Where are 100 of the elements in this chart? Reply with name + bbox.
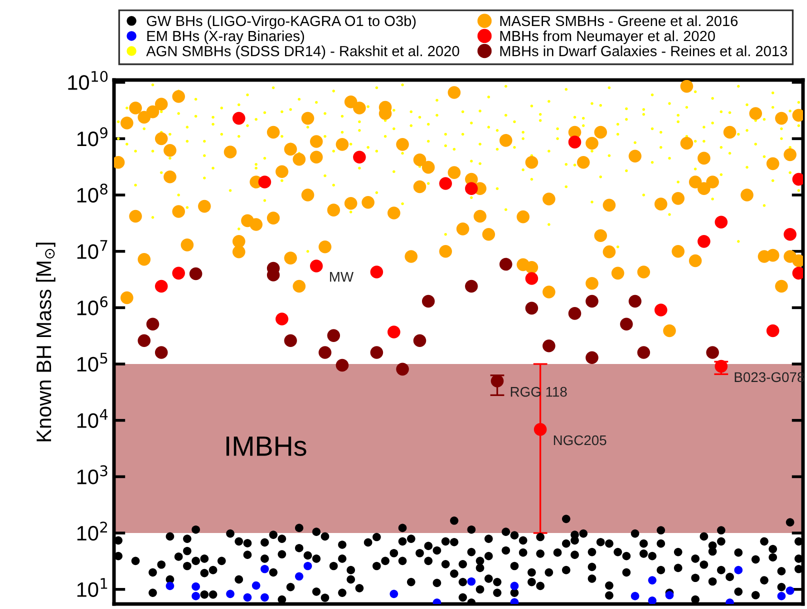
point xyxy=(450,570,458,578)
point xyxy=(258,176,272,188)
point xyxy=(320,594,330,602)
point xyxy=(784,228,796,241)
y-axis-title: Known BH Mass [M$_{⊙}$] xyxy=(36,242,56,442)
point xyxy=(630,592,640,600)
point xyxy=(338,588,346,597)
point xyxy=(426,182,430,185)
point xyxy=(562,566,570,574)
point xyxy=(708,577,717,586)
point xyxy=(450,538,458,546)
point xyxy=(338,554,346,563)
point xyxy=(525,302,538,315)
point xyxy=(266,126,280,139)
point xyxy=(406,578,416,586)
point xyxy=(534,423,547,436)
point xyxy=(465,280,478,293)
point xyxy=(278,550,286,558)
point xyxy=(797,189,800,192)
point xyxy=(777,592,786,600)
point xyxy=(746,166,748,169)
point xyxy=(775,280,788,293)
point xyxy=(398,537,407,546)
point xyxy=(465,182,478,195)
point xyxy=(444,232,447,236)
point xyxy=(458,593,467,602)
point xyxy=(720,173,723,176)
point xyxy=(172,205,185,218)
point xyxy=(310,260,323,272)
point xyxy=(254,162,258,166)
point xyxy=(518,548,528,557)
point xyxy=(192,525,200,534)
point xyxy=(680,136,694,150)
point xyxy=(154,346,168,359)
point xyxy=(424,556,433,566)
point xyxy=(771,179,774,182)
point xyxy=(396,362,409,376)
point xyxy=(208,590,218,599)
point xyxy=(691,574,700,582)
y-tick-label: 10$^{8}$ xyxy=(77,184,108,203)
point xyxy=(484,552,493,560)
point xyxy=(200,568,209,578)
point xyxy=(177,194,180,196)
point xyxy=(324,174,326,178)
point xyxy=(528,578,536,586)
point xyxy=(568,307,582,320)
point xyxy=(304,562,312,570)
point xyxy=(672,244,685,258)
point xyxy=(129,210,142,223)
point xyxy=(401,202,404,206)
point xyxy=(570,550,579,560)
point xyxy=(530,178,534,181)
point xyxy=(602,198,616,212)
point xyxy=(490,374,504,388)
point xyxy=(189,267,202,280)
point xyxy=(522,168,524,172)
point xyxy=(766,324,780,338)
point xyxy=(668,213,671,216)
y-tick-label: 10$^{6}$ xyxy=(77,296,108,316)
point xyxy=(640,550,648,558)
point xyxy=(375,191,378,194)
point xyxy=(650,160,654,164)
point xyxy=(295,544,304,552)
point xyxy=(284,252,297,264)
point xyxy=(312,554,321,563)
point xyxy=(510,588,519,597)
point xyxy=(295,572,304,581)
point xyxy=(312,588,321,596)
point xyxy=(269,568,278,577)
point xyxy=(301,188,314,202)
point xyxy=(448,86,461,99)
point xyxy=(496,187,499,190)
point xyxy=(628,294,642,308)
point xyxy=(786,586,794,595)
point xyxy=(398,556,407,566)
point xyxy=(243,550,252,560)
point xyxy=(306,250,310,253)
point xyxy=(536,582,544,590)
point xyxy=(586,294,598,308)
point xyxy=(276,312,288,326)
point xyxy=(413,180,426,194)
point xyxy=(768,553,778,562)
point xyxy=(674,564,682,572)
point xyxy=(134,184,137,186)
point xyxy=(203,176,206,180)
point xyxy=(353,150,366,164)
point xyxy=(573,164,576,166)
point xyxy=(250,218,263,231)
point xyxy=(599,175,602,178)
point xyxy=(212,166,214,170)
point xyxy=(788,171,792,174)
point xyxy=(642,194,646,196)
point xyxy=(284,334,297,348)
point xyxy=(372,532,381,542)
point xyxy=(237,228,240,230)
y-tick-label: 10$^{9}$ xyxy=(77,127,108,146)
point xyxy=(260,564,269,574)
point xyxy=(154,280,168,293)
y-tick-label: 10$^{4}$ xyxy=(77,409,108,428)
point xyxy=(160,171,163,174)
